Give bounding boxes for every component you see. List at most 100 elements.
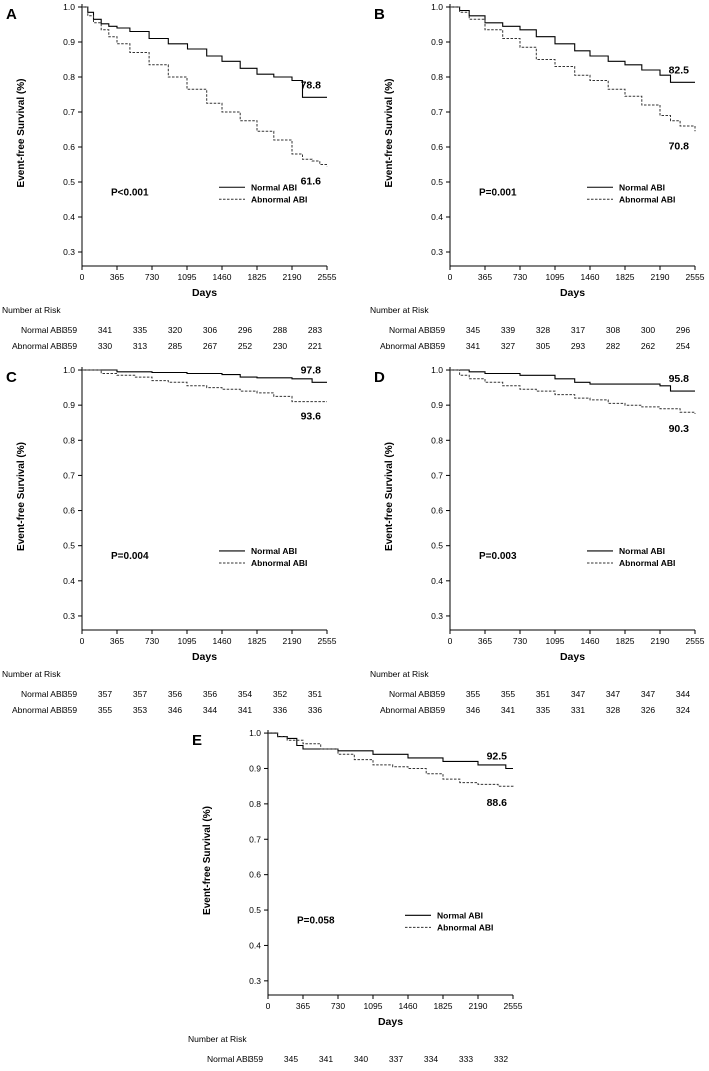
x-tick-label: 1460 xyxy=(213,272,232,282)
risk-count: 328 xyxy=(606,705,620,715)
risk-count: 347 xyxy=(606,689,620,699)
x-axis-title: Days xyxy=(192,287,217,299)
risk-table-title: Number at Risk xyxy=(188,1034,247,1044)
y-tick-label: 0.7 xyxy=(63,470,75,480)
y-tick-label: 0.5 xyxy=(63,177,75,187)
x-tick-label: 1825 xyxy=(616,272,635,282)
x-tick-label: 0 xyxy=(448,272,453,282)
p-value: P=0.004 xyxy=(111,551,149,562)
risk-row-label: Abnormal ABI xyxy=(12,705,64,715)
risk-count: 324 xyxy=(676,705,690,715)
x-tick-label: 730 xyxy=(513,272,527,282)
risk-count: 355 xyxy=(98,705,112,715)
normal-end-label: 95.8 xyxy=(669,373,690,385)
y-tick-label: 0.8 xyxy=(431,72,443,82)
risk-count: 333 xyxy=(459,1054,473,1064)
abnormal-end-label: 93.6 xyxy=(301,411,322,423)
y-tick-label: 0.3 xyxy=(63,247,75,257)
legend-abnormal-label: Abnormal ABI xyxy=(437,922,493,932)
abnormal-abi-curve xyxy=(82,6,328,167)
y-tick-label: 0.4 xyxy=(431,212,443,222)
abnormal-abi-curve xyxy=(450,369,696,414)
risk-count: 331 xyxy=(571,705,585,715)
risk-count: 359 xyxy=(431,341,445,351)
y-tick-label: 0.4 xyxy=(63,212,75,222)
risk-count: 337 xyxy=(389,1054,403,1064)
risk-table-title: Number at Risk xyxy=(2,305,61,315)
x-tick-label: 2190 xyxy=(283,272,302,282)
normal-end-label: 78.8 xyxy=(301,79,322,91)
risk-count: 282 xyxy=(606,341,620,351)
risk-count: 336 xyxy=(308,705,322,715)
risk-count: 308 xyxy=(606,325,620,335)
y-tick-label: 1.0 xyxy=(249,728,261,738)
abnormal-abi-curve xyxy=(450,6,696,132)
risk-count: 267 xyxy=(203,341,217,351)
y-tick-label: 0.4 xyxy=(431,576,443,586)
normal-end-label: 82.5 xyxy=(669,64,690,76)
risk-count: 262 xyxy=(641,341,655,351)
panel-label: B xyxy=(374,6,385,23)
risk-count: 300 xyxy=(641,325,655,335)
risk-count: 351 xyxy=(308,689,322,699)
abnormal-abi-curve xyxy=(82,369,327,403)
risk-count: 341 xyxy=(501,705,515,715)
risk-count: 341 xyxy=(466,341,480,351)
abnormal-end-label: 88.6 xyxy=(487,797,508,809)
risk-count: 334 xyxy=(424,1054,438,1064)
risk-count: 347 xyxy=(571,689,585,699)
risk-count: 296 xyxy=(676,325,690,335)
risk-count: 359 xyxy=(431,705,445,715)
risk-count: 254 xyxy=(676,341,690,351)
x-tick-label: 1825 xyxy=(248,636,267,646)
y-tick-label: 0.3 xyxy=(63,611,75,621)
risk-count: 351 xyxy=(536,689,550,699)
panel-b: B 1.0 0.9 0.8 0.7 0.6 0.5 0.4 0.3 0 365 730 1095 1460… xyxy=(370,2,705,351)
legend-normal-label: Normal ABI xyxy=(251,546,297,556)
legend-normal-label: Normal ABI xyxy=(619,546,665,556)
y-tick-label: 0.5 xyxy=(249,905,261,915)
x-tick-label: 2555 xyxy=(504,1001,523,1011)
x-tick-label: 365 xyxy=(110,636,124,646)
x-tick-label: 2555 xyxy=(318,272,337,282)
legend-normal-label: Normal ABI xyxy=(619,182,665,192)
normal-end-label: 97.8 xyxy=(301,364,322,376)
y-tick-label: 0.7 xyxy=(431,470,443,480)
x-tick-label: 0 xyxy=(448,636,453,646)
risk-count: 327 xyxy=(501,341,515,351)
normal-abi-curve xyxy=(268,732,513,770)
risk-row-label: Abnormal ABI xyxy=(380,705,432,715)
y-tick-label: 0.6 xyxy=(63,506,75,516)
risk-count: 359 xyxy=(63,689,77,699)
normal-abi-curve xyxy=(450,369,695,392)
risk-count: 285 xyxy=(168,341,182,351)
risk-count: 341 xyxy=(238,705,252,715)
abnormal-abi-curve xyxy=(268,732,514,788)
risk-count: 332 xyxy=(494,1054,508,1064)
x-tick-label: 1825 xyxy=(616,636,635,646)
x-tick-label: 2190 xyxy=(283,636,302,646)
y-tick-label: 0.6 xyxy=(249,870,261,880)
risk-count: 359 xyxy=(431,689,445,699)
panel-d: D 1.0 0.9 0.8 0.7 0.6 0.5 0.4 0.3 0 365 730 1095 1460… xyxy=(370,365,705,715)
risk-count: 305 xyxy=(536,341,550,351)
risk-count: 283 xyxy=(308,325,322,335)
y-tick-label: 0.9 xyxy=(63,400,75,410)
risk-count: 293 xyxy=(571,341,585,351)
risk-count: 347 xyxy=(641,689,655,699)
p-value: P=0.058 xyxy=(297,916,335,927)
x-axis-title: Days xyxy=(378,1016,403,1028)
x-tick-label: 365 xyxy=(478,272,492,282)
y-axis-title: Event-free Survival (%) xyxy=(16,442,27,551)
risk-row-label: Normal ABI xyxy=(21,689,64,699)
risk-count: 357 xyxy=(133,689,147,699)
risk-count: 356 xyxy=(203,689,217,699)
x-tick-label: 2555 xyxy=(686,636,705,646)
x-tick-label: 365 xyxy=(296,1001,310,1011)
risk-count: 359 xyxy=(63,325,77,335)
y-axis-title: Event-free Survival (%) xyxy=(202,806,213,915)
risk-count: 359 xyxy=(63,705,77,715)
risk-count: 340 xyxy=(354,1054,368,1064)
